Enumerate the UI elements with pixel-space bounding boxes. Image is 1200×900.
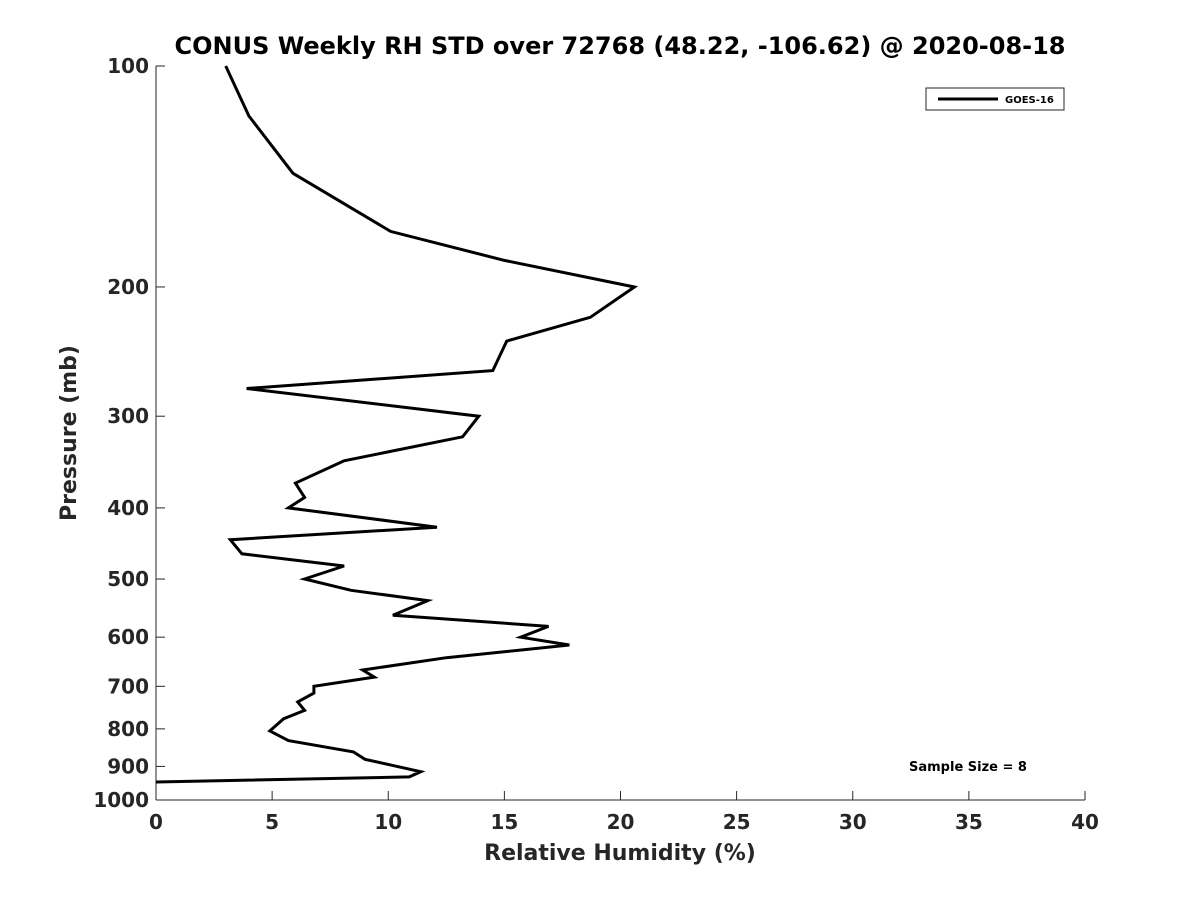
y-tick-label: 600 — [107, 625, 149, 649]
x-tick-label: 30 — [839, 810, 867, 834]
x-tick-label: 40 — [1071, 810, 1099, 834]
x-tick-label: 20 — [607, 810, 635, 834]
y-tick-label: 1000 — [93, 788, 149, 812]
y-tick-label: 300 — [107, 404, 149, 428]
y-axis-ticks: 100 200 300 400 500 600 700 800 900 1000 — [93, 54, 165, 812]
x-tick-label: 25 — [723, 810, 751, 834]
x-tick-label: 15 — [490, 810, 518, 834]
x-tick-label: 35 — [955, 810, 983, 834]
y-tick-label: 500 — [107, 567, 149, 591]
y-tick-label: 400 — [107, 496, 149, 520]
x-axis-label: Relative Humidity (%) — [484, 841, 756, 866]
y-tick-label: 800 — [107, 717, 149, 741]
x-tick-label: 10 — [374, 810, 402, 834]
y-tick-label: 200 — [107, 275, 149, 299]
y-tick-label: 100 — [107, 54, 149, 78]
legend: GOES-16 — [925, 87, 1065, 111]
y-tick-label: 900 — [107, 754, 149, 778]
chart-title: CONUS Weekly RH STD over 72768 (48.22, -… — [174, 32, 1065, 60]
legend-label-goes-16: GOES-16 — [1005, 95, 1054, 106]
sample-size-annotation: Sample Size = 8 — [909, 760, 1027, 775]
y-axis-label: Pressure (mb) — [57, 345, 82, 521]
series-line-goes-16 — [155, 65, 639, 784]
x-tick-label: 0 — [149, 810, 163, 834]
data-series — [155, 65, 639, 784]
x-tick-label: 5 — [265, 810, 279, 834]
y-tick-label: 700 — [107, 674, 149, 698]
x-axis-ticks: 0 5 10 15 20 25 30 35 40 — [149, 791, 1099, 834]
